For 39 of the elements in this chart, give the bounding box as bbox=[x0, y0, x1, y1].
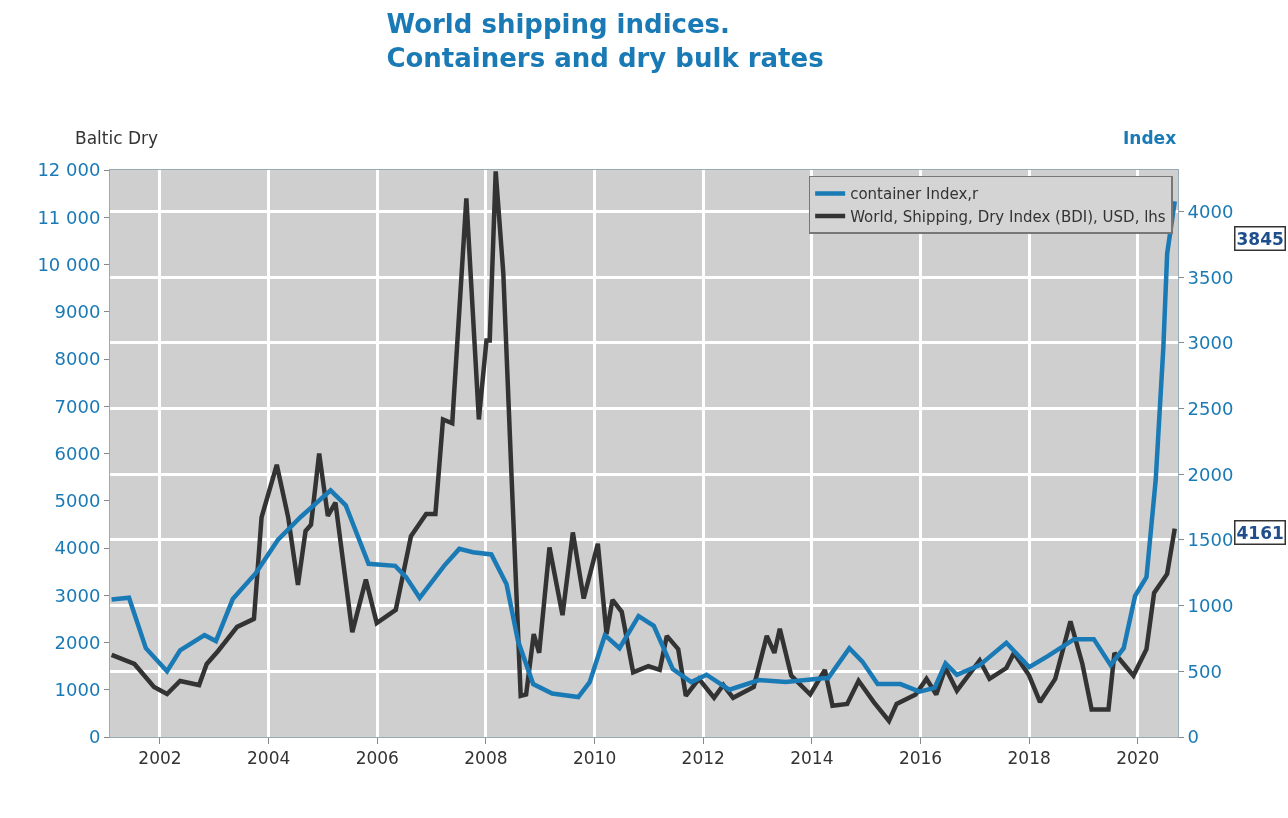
y-tick-label: 9000 bbox=[54, 301, 101, 323]
y2-tick-label: 2500 bbox=[1187, 397, 1234, 419]
y-tick-label: 1000 bbox=[54, 679, 101, 701]
y-tick-label: 2000 bbox=[54, 631, 101, 653]
x-tick-label: 2016 bbox=[898, 748, 943, 769]
y-tick-label: 4000 bbox=[54, 537, 101, 559]
y2-tick-label: 1000 bbox=[1187, 594, 1234, 616]
y-tick-label: 6000 bbox=[54, 442, 101, 464]
x-tick-label: 2002 bbox=[138, 748, 182, 769]
y-tick-label: 5000 bbox=[54, 490, 101, 512]
y-tick-label: 3000 bbox=[54, 584, 101, 606]
y-tick-label: 7000 bbox=[54, 395, 101, 417]
x-tick-label: 2006 bbox=[355, 748, 399, 769]
y-tick-label: 10 000 bbox=[37, 253, 101, 275]
y-tick-label: 12 000 bbox=[37, 159, 101, 181]
y2-tick-label: 3500 bbox=[1187, 266, 1234, 288]
y2-tick-label: 0 bbox=[1187, 726, 1200, 748]
legend-label: container Index,r bbox=[850, 185, 980, 204]
x-tick-label: 2020 bbox=[1116, 748, 1160, 769]
x-tick-label: 2018 bbox=[1007, 748, 1051, 769]
y2-tick-label: 500 bbox=[1187, 660, 1222, 682]
y2-tick-label: 3000 bbox=[1187, 332, 1234, 354]
y2-tick-label: 2000 bbox=[1187, 463, 1234, 485]
y-tick-label: 8000 bbox=[54, 348, 101, 370]
y-tick-label: 11 000 bbox=[37, 206, 101, 228]
y-axis-title: Baltic Dry bbox=[75, 128, 159, 148]
x-tick-label: 2012 bbox=[681, 748, 725, 769]
x-tick-label: 2010 bbox=[572, 748, 617, 769]
chart-title: World shipping indices. Containers and dry bulk rates bbox=[386, 8, 824, 73]
y2-axis-title: Index bbox=[1123, 128, 1177, 148]
y2-tick-label: 4000 bbox=[1187, 200, 1234, 222]
text: 4161 bbox=[1236, 522, 1284, 543]
y-tick-label: 0 bbox=[88, 726, 101, 748]
x-tick-label: 2004 bbox=[246, 748, 291, 769]
y2-tick-label: 1500 bbox=[1187, 529, 1234, 551]
text: 3845 bbox=[1236, 228, 1284, 249]
x-tick-label: 2008 bbox=[464, 748, 508, 769]
x-tick-label: 2014 bbox=[790, 748, 834, 769]
legend-label: World, Shipping, Dry Index (BDI), USD, lhs bbox=[850, 207, 1166, 226]
